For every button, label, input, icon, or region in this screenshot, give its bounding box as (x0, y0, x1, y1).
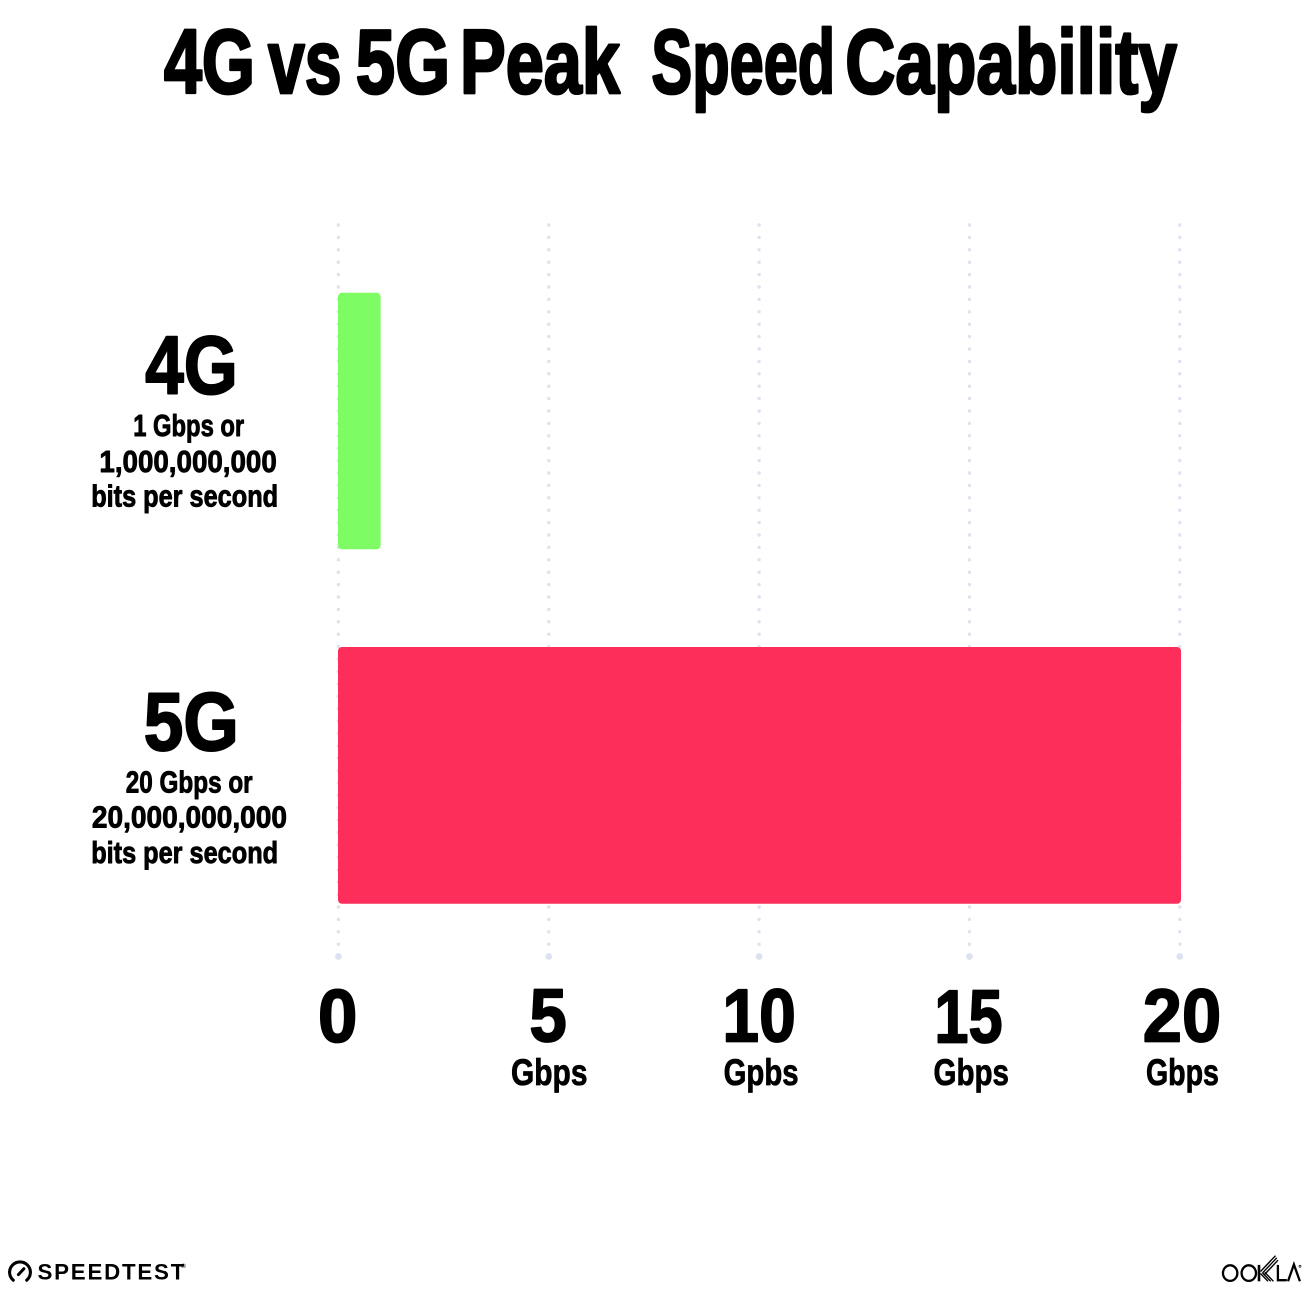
svg-text:4G: 4G (145, 318, 237, 411)
svg-text:Speed: Speed (651, 12, 835, 113)
svg-text:Gbps: Gbps (511, 1051, 587, 1093)
svg-text:Gbps: Gbps (1146, 1051, 1219, 1093)
svg-text:Gbps: Gbps (934, 1051, 1009, 1093)
svg-text:5: 5 (529, 973, 566, 1057)
svg-text:vs: vs (268, 12, 342, 113)
svg-text:5G: 5G (144, 675, 239, 768)
svg-text:SPEEDTEST: SPEEDTEST (38, 1260, 187, 1285)
svg-text:Gpbs: Gpbs (724, 1051, 799, 1093)
svg-text:4G: 4G (164, 12, 255, 113)
svg-text:Peak: Peak (460, 12, 621, 113)
svg-text:15: 15 (934, 974, 1002, 1058)
svg-text:20,000,000,000: 20,000,000,000 (92, 800, 287, 835)
svg-text:bits per second: bits per second (91, 479, 278, 514)
svg-text:5G: 5G (356, 12, 450, 113)
svg-text:20 Gbps or: 20 Gbps or (126, 765, 253, 800)
svg-text:Capability: Capability (845, 12, 1177, 113)
svg-text:1 Gbps or: 1 Gbps or (133, 408, 244, 443)
svg-text:10: 10 (722, 973, 795, 1057)
svg-text:20: 20 (1143, 973, 1221, 1057)
svg-text:bits per second: bits per second (91, 835, 278, 870)
svg-text:0: 0 (318, 974, 357, 1058)
svg-text:®: ® (181, 1262, 186, 1270)
svg-text:1,000,000,000: 1,000,000,000 (99, 444, 276, 479)
